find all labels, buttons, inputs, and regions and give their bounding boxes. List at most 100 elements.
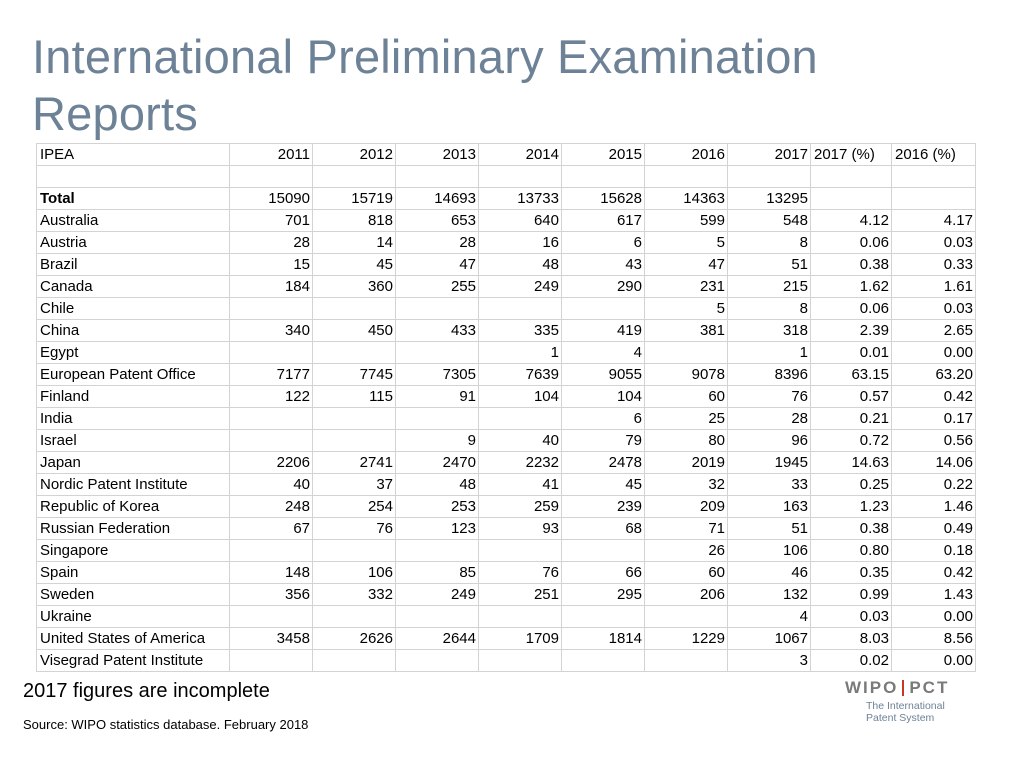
table-cell: 1 — [727, 341, 811, 364]
table-cell: 1229 — [644, 627, 728, 650]
table-cell: 0.57 — [810, 385, 892, 408]
table-cell: 356 — [229, 583, 313, 606]
table-cell: 0.38 — [810, 517, 892, 540]
table-row: India 6 25 28 0.21 0.17 — [36, 407, 976, 430]
table-cell: 0.49 — [891, 517, 976, 540]
table-cell: 0.42 — [891, 561, 976, 584]
table-header-row: IPEA 2011 2012 2013 2014 2015 2016 2017 … — [36, 143, 976, 166]
table-cell: 68 — [561, 517, 645, 540]
table-cell: 318 — [727, 319, 811, 342]
table-cell: 96 — [727, 429, 811, 452]
table-cell: 9 — [395, 429, 479, 452]
logo-subtitle: The International Patent System — [866, 700, 985, 724]
table-cell: 6 — [561, 231, 645, 254]
table-cell: 248 — [229, 495, 313, 518]
header-ipea: IPEA — [36, 143, 230, 166]
table-cell: 9078 — [644, 363, 728, 386]
ipea-name-cell: China — [36, 319, 230, 342]
table-cell: 360 — [312, 275, 396, 298]
table-cell: 0.00 — [891, 649, 976, 672]
table-cell: 0.03 — [810, 605, 892, 628]
table-cell: 1.23 — [810, 495, 892, 518]
slide-title: International Preliminary Examination Re… — [32, 30, 818, 140]
ipea-name-cell: Singapore — [36, 539, 230, 562]
table-cell: 115 — [312, 385, 396, 408]
table-cell: 548 — [727, 209, 811, 232]
source-note: Source: WIPO statistics database. Februa… — [23, 717, 309, 732]
ipea-name-cell: Egypt — [36, 341, 230, 364]
table-cell: 254 — [312, 495, 396, 518]
table-cell: 295 — [561, 583, 645, 606]
table-cell: 1.61 — [891, 275, 976, 298]
table-cell: 419 — [561, 319, 645, 342]
ipea-name-cell: India — [36, 407, 230, 430]
table-cell: 15719 — [312, 187, 396, 210]
table-cell: 91 — [395, 385, 479, 408]
table-cell: 2470 — [395, 451, 479, 474]
table-cell: 123 — [395, 517, 479, 540]
table-cell — [478, 605, 562, 628]
header-2017: 2017 — [727, 143, 811, 166]
table-cell: 33 — [727, 473, 811, 496]
table-cell: 2019 — [644, 451, 728, 474]
table-row: Australia 701 818 653 640 617 599 548 4.12 4.17 — [36, 209, 976, 232]
table-cell: 1067 — [727, 627, 811, 650]
header-2014: 2014 — [478, 143, 562, 166]
ipea-name-cell: Austria — [36, 231, 230, 254]
table-cell: 32 — [644, 473, 728, 496]
table-cell: 332 — [312, 583, 396, 606]
table-cell — [312, 341, 396, 364]
table-cell: 2206 — [229, 451, 313, 474]
logo-subtitle-line2: Patent System — [866, 712, 935, 724]
table-cell: 0.00 — [891, 605, 976, 628]
wipo-pct-logo: WIPO PCT The International Patent System — [845, 678, 985, 724]
table-cell — [312, 407, 396, 430]
table-cell — [229, 407, 313, 430]
table-cell: 71 — [644, 517, 728, 540]
table-cell: 45 — [312, 253, 396, 276]
table-cell: 28 — [727, 407, 811, 430]
table-cell: 1.62 — [810, 275, 892, 298]
table-cell: 1814 — [561, 627, 645, 650]
table-cell: 14693 — [395, 187, 479, 210]
table-row: Finland 122 115 91 104 104 60 76 0.57 0.42 — [36, 385, 976, 408]
table-cell: 253 — [395, 495, 479, 518]
table-cell: 0.56 — [891, 429, 976, 452]
ipea-name-cell: Ukraine — [36, 605, 230, 628]
table-cell: 16 — [478, 231, 562, 254]
table-cell: 0.80 — [810, 539, 892, 562]
logo-separator — [902, 680, 905, 696]
table-cell: 28 — [229, 231, 313, 254]
table-cell: 7639 — [478, 363, 562, 386]
table-row: Sweden 356 332 249 251 295 206 132 0.99 1.43 — [36, 583, 976, 606]
table-row: Chile 5 8 0.06 0.03 — [36, 297, 976, 320]
table-cell: 14 — [312, 231, 396, 254]
table-cell — [478, 407, 562, 430]
table-cell: 4 — [727, 605, 811, 628]
ipea-name-cell: Chile — [36, 297, 230, 320]
table-cell — [561, 297, 645, 320]
table-cell — [810, 187, 892, 210]
table-cell: 47 — [395, 253, 479, 276]
table-cell: 8.56 — [891, 627, 976, 650]
table-cell: 80 — [644, 429, 728, 452]
table-cell — [312, 649, 396, 672]
table-cell: 0.18 — [891, 539, 976, 562]
table-cell: 5 — [644, 231, 728, 254]
ipea-name-cell: Canada — [36, 275, 230, 298]
table-cell: 4.12 — [810, 209, 892, 232]
table-cell: 617 — [561, 209, 645, 232]
table-cell: 40 — [478, 429, 562, 452]
table-cell — [229, 539, 313, 562]
table-cell: 2741 — [312, 451, 396, 474]
table-cell: 6 — [561, 407, 645, 430]
ipea-name-cell: United States of America — [36, 627, 230, 650]
table-cell: 104 — [478, 385, 562, 408]
table-cell: 25 — [644, 407, 728, 430]
table-cell — [312, 165, 396, 188]
table-cell: 63.20 — [891, 363, 976, 386]
table-row — [36, 165, 976, 188]
footnote: 2017 figures are incomplete — [23, 680, 270, 702]
table-cell: 1945 — [727, 451, 811, 474]
table-row: Egypt 1 4 1 0.01 0.00 — [36, 341, 976, 364]
